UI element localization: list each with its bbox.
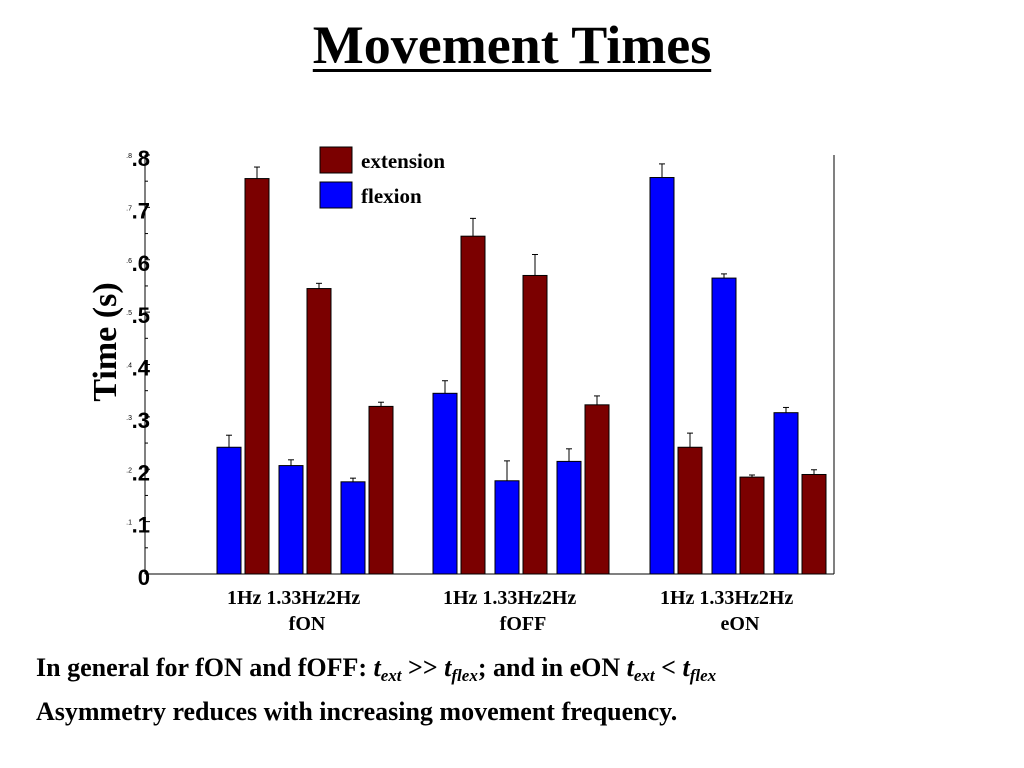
bar-extension bbox=[306, 288, 332, 575]
legend-label-flexion: flexion bbox=[361, 184, 422, 208]
group-label-fOFF: fOFF bbox=[500, 613, 547, 635]
bar-extension bbox=[244, 178, 270, 575]
y-tick-label-small: .4 bbox=[126, 363, 132, 370]
bar-extension bbox=[584, 404, 610, 575]
bar-flexion bbox=[649, 177, 675, 575]
bar-extension bbox=[368, 405, 394, 575]
legend-swatch-extension bbox=[319, 146, 353, 174]
y-tick-label-small: .6 bbox=[126, 258, 132, 265]
y-tick-label: .3 bbox=[132, 408, 150, 433]
x-tick-labels-eON: 1Hz 1.33Hz2Hz bbox=[660, 587, 793, 609]
bar-flexion bbox=[773, 412, 799, 575]
y-tick-label-small: .1 bbox=[126, 520, 132, 527]
y-tick-label: .6 bbox=[132, 251, 150, 276]
x-tick-labels-fON: 1Hz 1.33Hz2Hz bbox=[227, 587, 360, 609]
bar-flexion bbox=[216, 446, 242, 575]
legend-swatch-flexion bbox=[319, 181, 353, 209]
y-tick-label: .8 bbox=[132, 146, 150, 171]
y-tick-label: 0 bbox=[138, 565, 150, 590]
y-tick-label-small: .7 bbox=[126, 205, 132, 212]
caption: In general for fON and fOFF: text >> tfl… bbox=[36, 650, 716, 730]
bar-flexion bbox=[494, 480, 520, 575]
y-tick-label: .2 bbox=[132, 460, 150, 485]
group-label-fON: fON bbox=[289, 613, 326, 635]
y-tick-label: .1 bbox=[132, 513, 150, 538]
y-tick-label-small: .8 bbox=[126, 153, 132, 160]
caption-line-1: In general for fON and fOFF: text >> tfl… bbox=[36, 653, 717, 685]
bar-flexion bbox=[711, 277, 737, 575]
bar-flexion bbox=[432, 392, 458, 575]
bar-extension bbox=[677, 446, 703, 575]
bar-extension bbox=[801, 473, 827, 575]
slide-title: Movement Times bbox=[312, 15, 712, 75]
bar-flexion bbox=[556, 460, 582, 575]
x-tick-labels-fOFF: 1Hz 1.33Hz2Hz bbox=[443, 587, 576, 609]
bar-extension bbox=[739, 476, 765, 575]
bar-flexion bbox=[340, 481, 366, 575]
group-label-eON: eON bbox=[721, 613, 760, 635]
caption-line-2: Asymmetry reduces with increasing moveme… bbox=[36, 697, 678, 726]
bar-extension bbox=[460, 235, 486, 575]
y-tick-label-small: .5 bbox=[126, 310, 132, 317]
y-tick-label: .7 bbox=[132, 198, 150, 223]
bar-chart: 0 .1.1 .2.2 .3.3 .4.4 .5.5 .6.6 .7.7 .8.8 Time (… bbox=[87, 146, 835, 635]
y-tick-label: .5 bbox=[132, 303, 150, 328]
y-tick-label: .4 bbox=[132, 356, 151, 381]
legend-label-extension: extension bbox=[361, 149, 445, 173]
bar-extension bbox=[522, 274, 548, 575]
y-tick-label-small: .3 bbox=[126, 415, 132, 422]
y-axis-label: Time (s) bbox=[87, 282, 124, 401]
y-tick-label-small: .2 bbox=[126, 467, 132, 474]
bar-flexion bbox=[278, 465, 304, 575]
